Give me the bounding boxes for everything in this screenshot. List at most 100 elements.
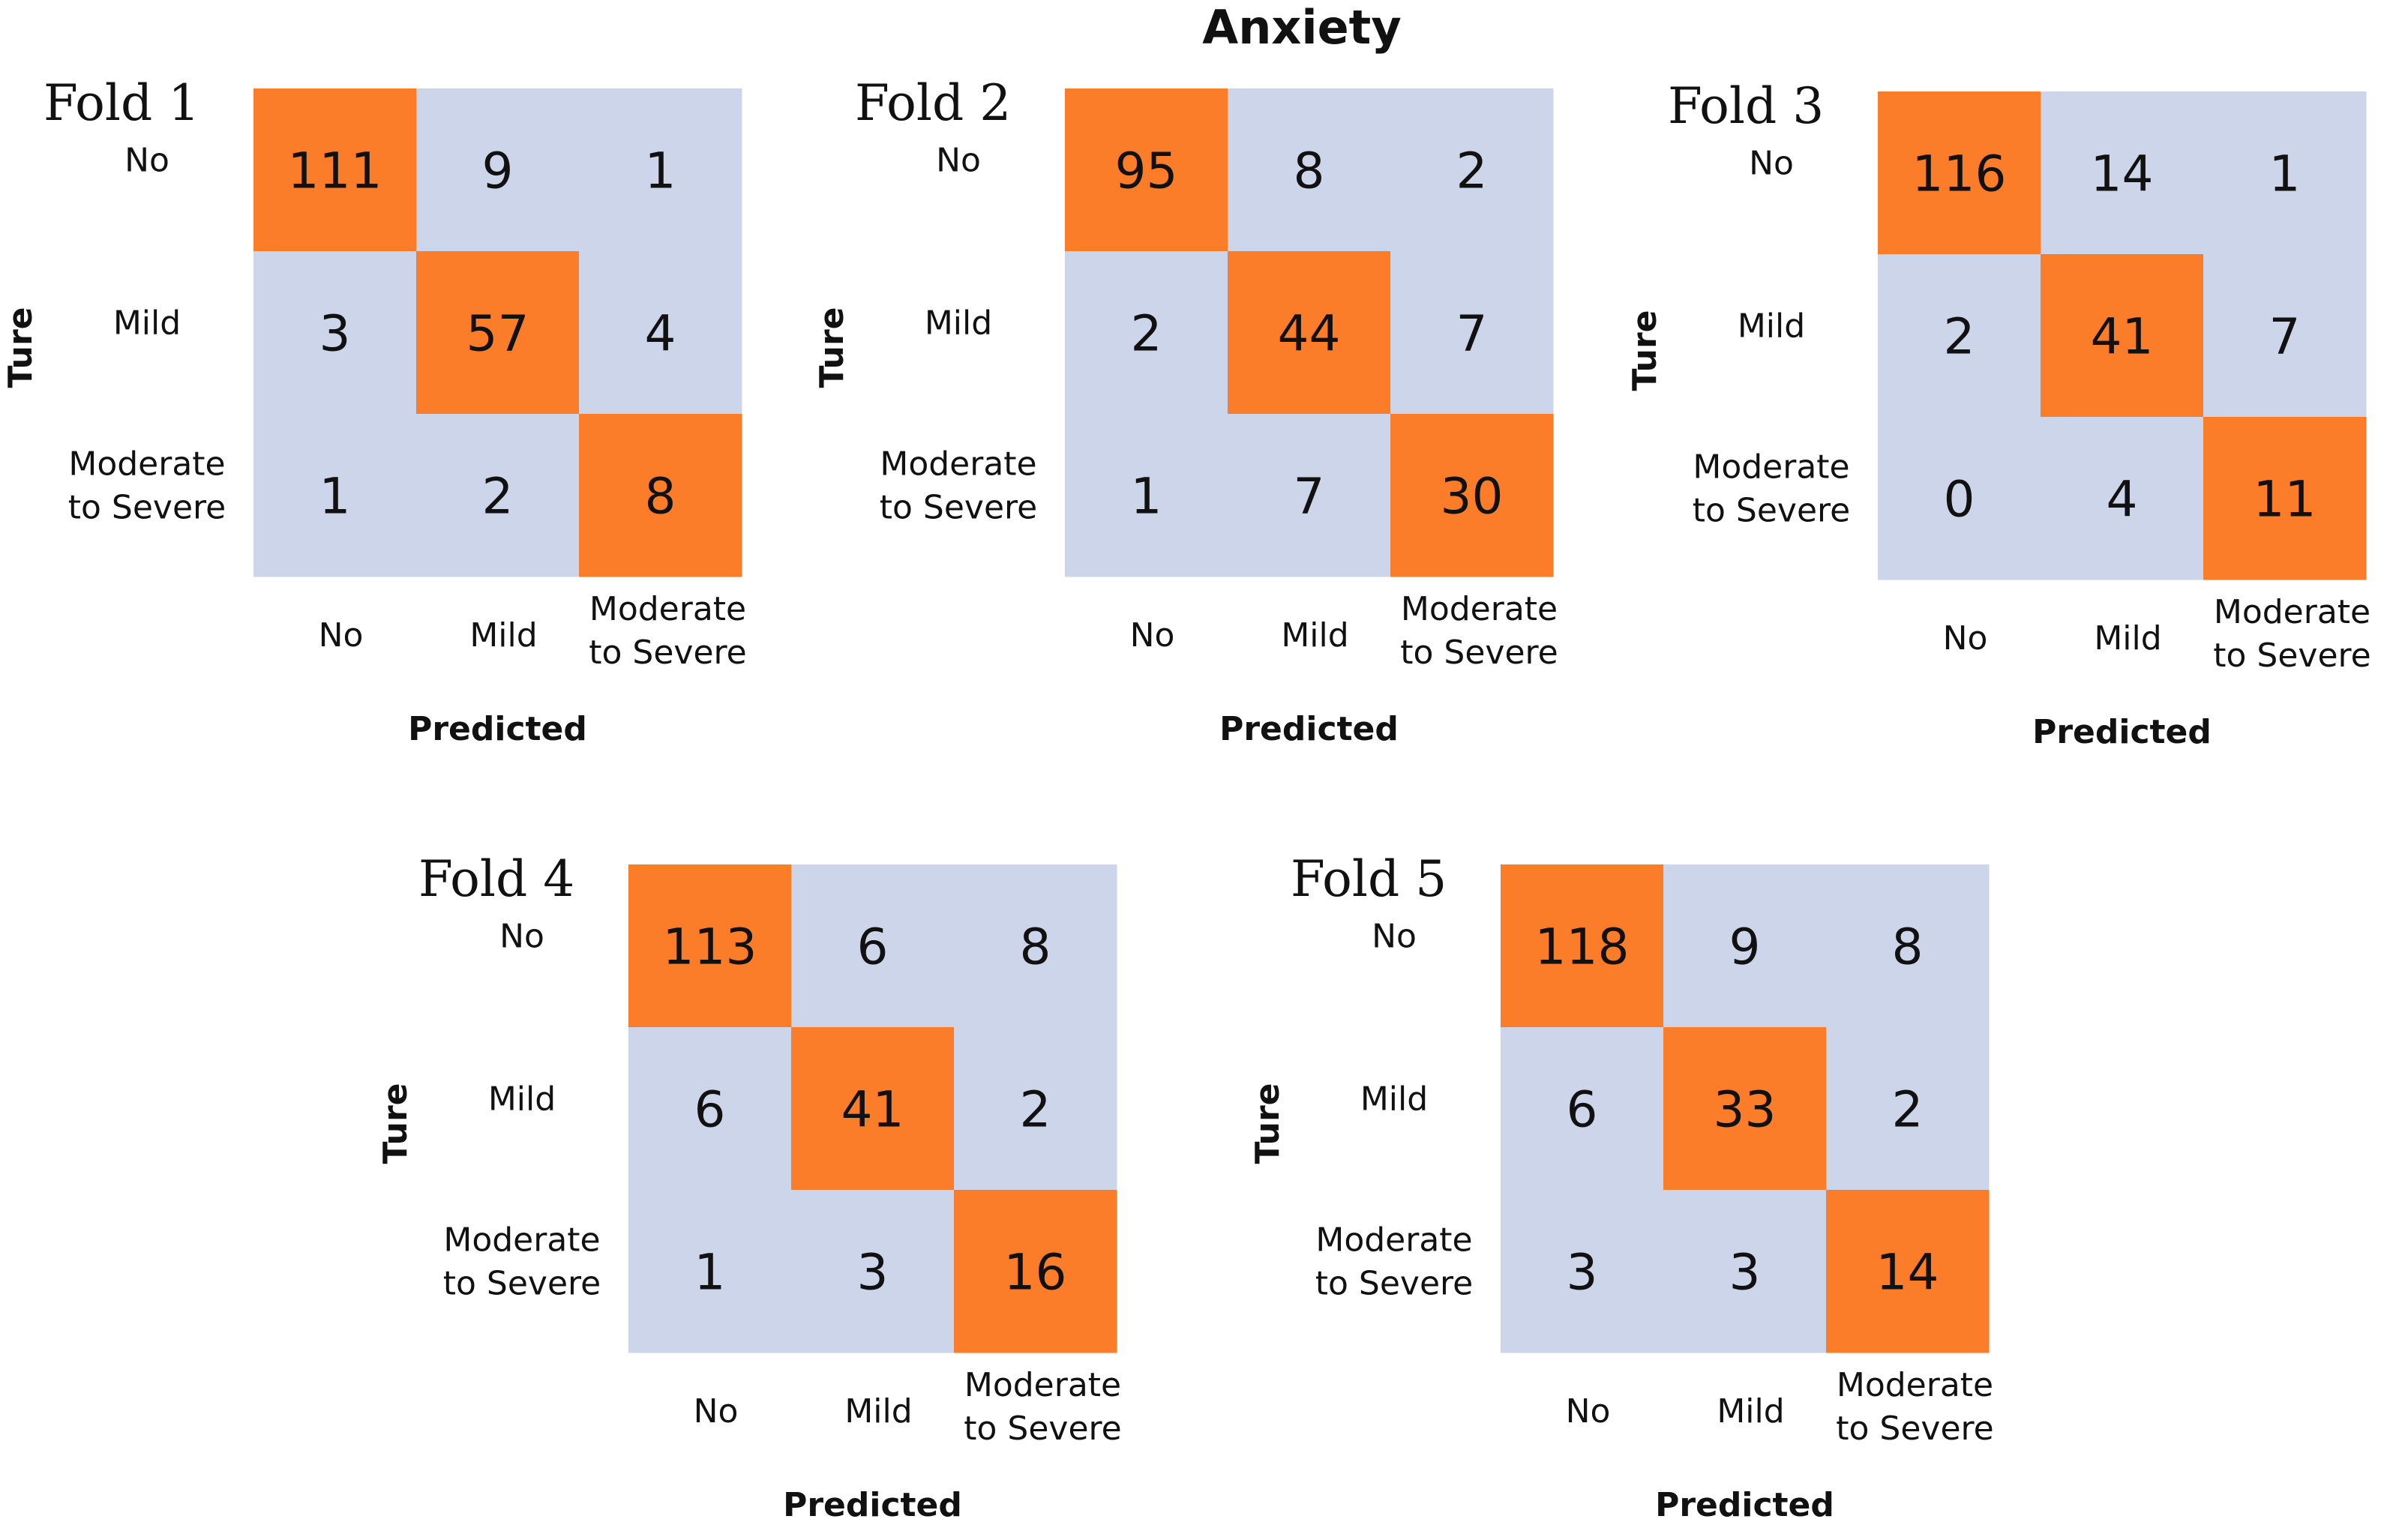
cell-value: 8 xyxy=(645,468,676,526)
cell-value: 1 xyxy=(319,468,351,526)
row-label: No xyxy=(1749,145,1794,183)
cell-value: 9 xyxy=(1729,918,1761,976)
row-label: No xyxy=(124,142,169,180)
cell-value: 2 xyxy=(1131,305,1162,363)
cell-value: 111 xyxy=(288,142,382,200)
matrix-cell xyxy=(1390,88,1554,252)
matrix-cell xyxy=(791,1027,955,1191)
matrix-cell xyxy=(628,1027,792,1191)
fold-title: Fold 3 xyxy=(1668,77,1824,135)
cell-value: 4 xyxy=(2107,471,2138,529)
cell-value: 116 xyxy=(1912,145,2007,203)
matrix-cell xyxy=(2203,417,2367,580)
cell-value: 33 xyxy=(1714,1081,1777,1139)
confusion-matrix-fold-4: Fold 4 113 6 8 6 41 2 1 3 16 No Mild Moderate to Seve… xyxy=(376,850,1122,1524)
matrix-cell xyxy=(1228,88,1391,252)
matrix-cell xyxy=(2203,91,2367,255)
y-axis-label: Ture xyxy=(813,307,851,388)
column-label: Mild xyxy=(844,1392,912,1431)
column-label: Moderate to Severe xyxy=(2213,593,2371,675)
row-label: Mild xyxy=(925,304,992,343)
cell-value: 14 xyxy=(2091,145,2154,203)
matrix-cell xyxy=(1826,1027,1990,1191)
matrix-cell xyxy=(791,864,955,1028)
column-label: No xyxy=(1943,619,1988,658)
x-axis-label: Predicted xyxy=(1655,1486,1834,1524)
matrix-cell xyxy=(1826,864,1990,1028)
cell-value: 0 xyxy=(1944,471,1975,529)
matrix-cell xyxy=(416,414,580,577)
matrix-cell xyxy=(1228,414,1391,577)
matrix-cell xyxy=(1501,864,1664,1028)
matrix-cell xyxy=(1228,251,1391,415)
matrix-cell xyxy=(2041,254,2204,418)
matrix-cell xyxy=(579,414,742,577)
cell-value: 9 xyxy=(482,142,514,200)
matrix-cell xyxy=(1663,1190,1827,1353)
cell-value: 2 xyxy=(1944,308,1975,366)
cell-value: 2 xyxy=(1892,1081,1924,1139)
cell-value: 14 xyxy=(1876,1244,1939,1302)
row-label: Mild xyxy=(1738,307,1805,346)
row-label: Moderate to Severe xyxy=(880,445,1037,527)
column-label: Moderate to Severe xyxy=(1836,1366,1993,1448)
column-label: No xyxy=(1130,616,1175,655)
y-axis-label: Ture xyxy=(1249,1083,1287,1164)
matrix-cell xyxy=(1826,1190,1990,1353)
column-label: Mild xyxy=(2094,619,2161,658)
column-label: No xyxy=(1566,1392,1611,1431)
matrix-cell xyxy=(2203,254,2367,418)
column-label: Moderate to Severe xyxy=(589,590,746,672)
matrix-cell xyxy=(579,251,742,415)
column-label: Moderate to Severe xyxy=(964,1366,1121,1448)
x-axis-label: Predicted xyxy=(783,1486,962,1524)
cell-value: 1 xyxy=(694,1244,726,1302)
matrix-cell xyxy=(1390,414,1554,577)
matrix-cell xyxy=(1390,251,1554,415)
cell-value: 4 xyxy=(645,305,676,363)
matrix-cell xyxy=(954,1190,1117,1353)
matrix-cell xyxy=(2041,417,2204,580)
fold-title: Fold 5 xyxy=(1291,850,1447,908)
matrix-cell xyxy=(791,1190,955,1353)
column-label: Moderate to Severe xyxy=(1400,590,1558,672)
cell-value: 8 xyxy=(1294,142,1325,200)
matrix-cell xyxy=(1878,417,2041,580)
cell-value: 8 xyxy=(1020,918,1051,976)
cell-value: 95 xyxy=(1115,142,1178,200)
row-label: Mild xyxy=(113,304,181,343)
cell-value: 6 xyxy=(694,1081,726,1139)
confusion-matrix-fold-1: Fold 1 111 9 1 3 57 4 1 2 8 No Mild Moderate to Sever… xyxy=(1,74,747,748)
cell-value: 2 xyxy=(1020,1081,1051,1139)
matrix-cell xyxy=(954,1027,1117,1191)
cell-value: 11 xyxy=(2254,471,2317,529)
row-label: No xyxy=(936,142,981,180)
cell-value: 57 xyxy=(466,305,529,363)
row-label: Mild xyxy=(1360,1080,1428,1119)
matrix-cell xyxy=(954,864,1117,1028)
matrix-cell xyxy=(416,88,580,252)
cell-value: 16 xyxy=(1004,1244,1067,1302)
cell-value: 8 xyxy=(1892,918,1924,976)
confusion-matrix-fold-2: Fold 2 95 8 2 2 44 7 1 7 30 No Mild Moderate to Sever… xyxy=(813,74,1558,748)
matrix-cell xyxy=(628,1190,792,1353)
matrix-cell xyxy=(1501,1190,1664,1353)
fold-title: Fold 1 xyxy=(43,74,199,132)
cell-value: 41 xyxy=(2091,308,2154,366)
figure-title: Anxiety xyxy=(1202,0,1401,55)
matrix-cell xyxy=(1663,864,1827,1028)
cell-value: 2 xyxy=(482,468,514,526)
cell-value: 7 xyxy=(1456,305,1488,363)
matrix-cell xyxy=(579,88,742,252)
y-axis-label: Ture xyxy=(1626,310,1664,391)
cell-value: 113 xyxy=(663,918,757,976)
cell-value: 1 xyxy=(1131,468,1162,526)
cell-value: 6 xyxy=(1567,1081,1598,1139)
column-label: Mild xyxy=(1281,616,1348,655)
cell-value: 3 xyxy=(857,1244,889,1302)
row-label: No xyxy=(1372,918,1417,956)
row-label: Moderate to Severe xyxy=(1693,448,1850,530)
fold-title: Fold 4 xyxy=(418,850,574,908)
